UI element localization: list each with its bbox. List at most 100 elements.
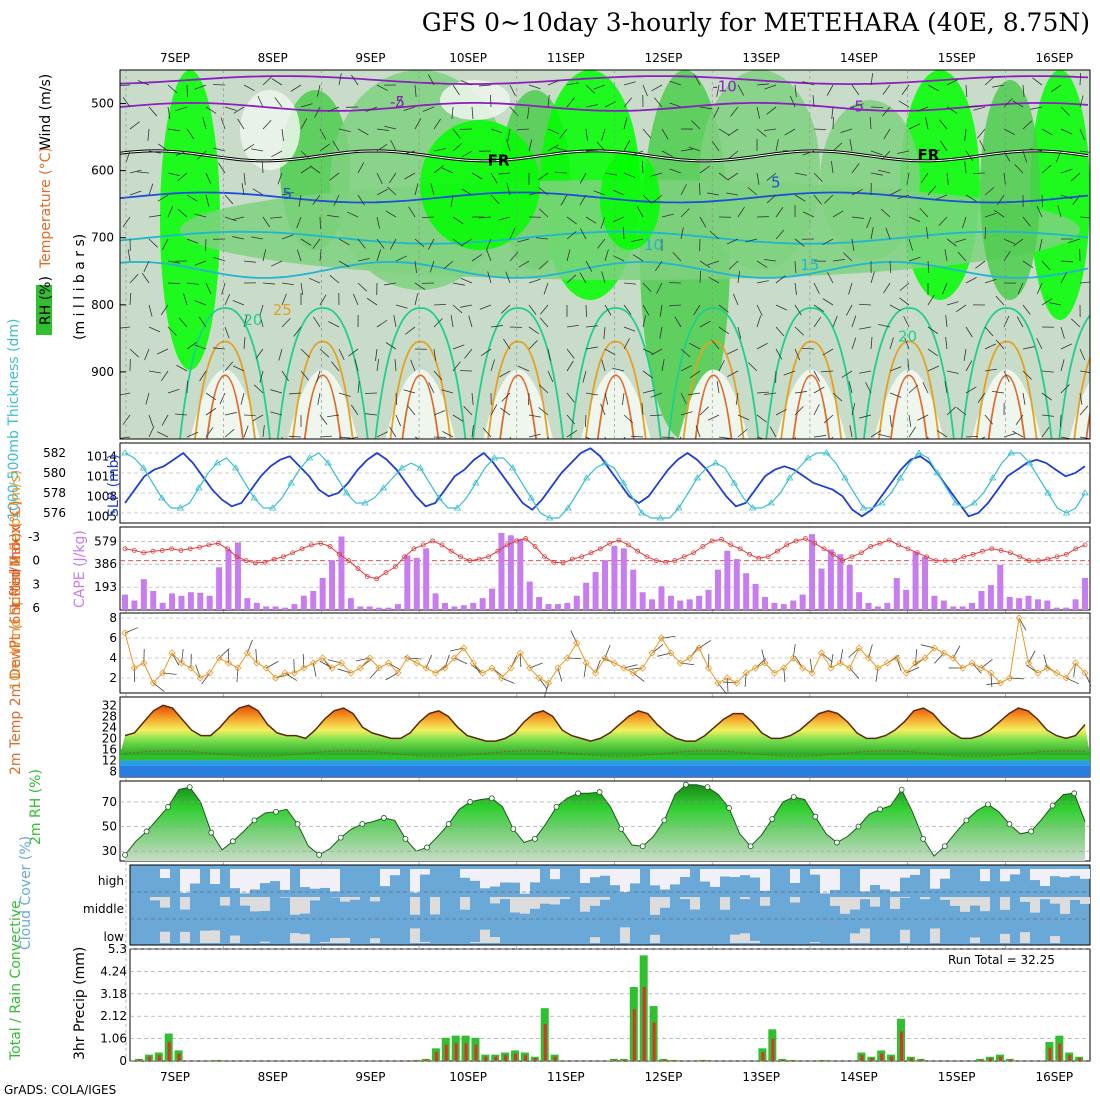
wind-barb: [490, 325, 503, 328]
dewpoint-band-2: [120, 754, 1090, 761]
wind-barb: [186, 128, 195, 140]
wind-barb: [585, 392, 598, 396]
wind-barb: [651, 84, 663, 92]
wind-barb: [585, 304, 587, 318]
wind-barb: [579, 272, 587, 284]
wind-barb: [604, 101, 616, 108]
wind-barb: [427, 238, 435, 250]
wind-barb: [281, 370, 290, 382]
wind-barb: [460, 277, 473, 284]
cloud-high-block: [1030, 869, 1040, 881]
wind-barb: [277, 172, 283, 185]
wind-barb: [669, 102, 682, 108]
wind-barb: [965, 386, 977, 394]
cloud-high-block: [230, 869, 240, 889]
wind-barb: [849, 139, 853, 152]
lifted-point: [728, 542, 734, 548]
wind-barb: [849, 425, 853, 438]
contour-25-8: [975, 340, 1038, 439]
contour-label-7: 10: [644, 236, 663, 254]
wind-barb: [661, 213, 674, 218]
wind-barb: [232, 236, 245, 240]
wind-barb: [528, 340, 538, 350]
wind-barb: [858, 303, 872, 306]
cloud-high-block: [300, 869, 310, 888]
wind-barb: [728, 150, 739, 159]
wind10-point: [761, 659, 769, 667]
cape-bar: [922, 556, 928, 610]
low-level-plume-0: [190, 369, 260, 439]
wind-barb: [630, 435, 644, 438]
wind-barb: [783, 370, 796, 376]
wind-barb: [878, 169, 891, 174]
wind-barb: [661, 128, 669, 140]
wind-barb: [984, 368, 997, 372]
wind-barb: [623, 172, 636, 178]
wind-barb: [176, 364, 188, 372]
precip-run-total: Run Total = 32.25: [948, 953, 1055, 967]
wind-barb: [452, 238, 463, 247]
cloud-low-block: [490, 937, 500, 943]
cloud-high-block: [650, 869, 660, 886]
wind-barb: [756, 128, 767, 137]
wind-barb: [984, 212, 997, 218]
precip-convective-bar: [613, 1059, 616, 1061]
lifted-point: [905, 546, 911, 552]
wind-barb: [880, 208, 891, 218]
wind-barb: [218, 162, 226, 174]
wind10-point: [243, 649, 251, 657]
cape-bar: [300, 595, 307, 610]
wind10-barb: [519, 652, 522, 668]
rh-point: [898, 786, 905, 793]
wind-barb: [813, 282, 820, 294]
wind-barb: [312, 238, 321, 249]
cloud-mid-block: [250, 897, 260, 912]
wind-barb: [262, 425, 265, 438]
wind10-point: [1006, 674, 1014, 682]
wind-barb: [927, 84, 939, 92]
cape-bar: [686, 599, 693, 610]
cape-bar: [639, 592, 646, 610]
wind-barb: [1022, 260, 1034, 269]
thickness-point: [453, 504, 462, 511]
wind-barb: [205, 407, 217, 416]
wind-barb: [376, 359, 380, 372]
contour-25-9: [1073, 355, 1090, 439]
wind-barb: [430, 183, 435, 196]
cloud-mid-block: [1070, 897, 1080, 900]
thickness-point: [841, 474, 849, 481]
date-top-13SEP: 13SEP: [742, 51, 780, 65]
wind-barb: [167, 172, 180, 177]
wind-barb: [689, 342, 701, 350]
wind-barb: [281, 128, 284, 141]
wind-barb: [1060, 106, 1070, 116]
slp-tick-1011: 1011: [86, 469, 117, 483]
wind-barb: [393, 315, 397, 328]
wind-barb: [213, 256, 226, 262]
wind-barb: [167, 84, 178, 94]
wind10-point: [563, 654, 571, 662]
wind-barb: [945, 315, 948, 328]
wind-barb: [468, 315, 473, 328]
wind-barb: [452, 128, 461, 139]
wind10-point: [121, 629, 129, 637]
wind-barb: [1041, 164, 1052, 174]
wind-barb: [927, 326, 939, 335]
lifted-point: [597, 546, 603, 552]
wind-barb: [566, 324, 579, 328]
rh-point: [294, 821, 301, 827]
wind-barb: [498, 172, 511, 175]
wind-barb: [167, 106, 171, 119]
cape-bar: [827, 549, 834, 610]
wind-barb: [319, 348, 330, 358]
cloud-low-block: [1020, 932, 1030, 943]
cloud-mid-block: [590, 897, 600, 906]
contour-label-6: 5: [771, 173, 781, 191]
wind-barb: [414, 183, 419, 196]
wind-barb: [699, 182, 701, 196]
wind-barb: [944, 249, 948, 262]
wind-barb: [699, 260, 711, 268]
wind-barb: [669, 80, 682, 86]
wind-barb: [482, 427, 492, 438]
rh-point: [510, 826, 517, 832]
